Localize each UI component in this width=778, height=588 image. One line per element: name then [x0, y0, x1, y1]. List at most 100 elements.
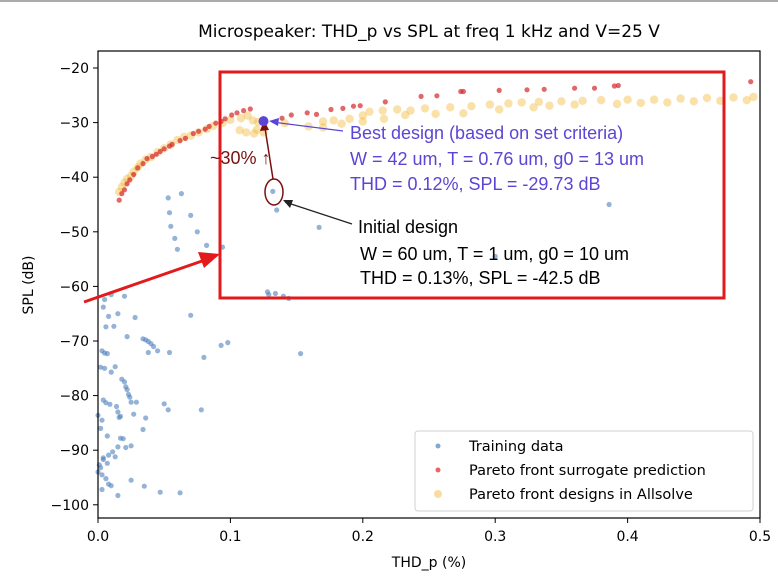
- y-axis-label: SPL (dB): [21, 256, 37, 315]
- allsolve-point: [401, 110, 410, 120]
- y-tick-label: −60: [59, 279, 89, 295]
- surrogate-point: [288, 112, 294, 118]
- allsolve-point: [649, 95, 659, 104]
- allsolve-point: [578, 96, 587, 106]
- allsolve-point: [446, 103, 455, 112]
- surrogate-point: [434, 93, 440, 99]
- training-point: [115, 311, 121, 317]
- training-point: [124, 387, 130, 393]
- allsolve-point: [242, 128, 251, 137]
- training-point: [112, 364, 118, 370]
- initial-design-metrics: THD = 0.13%, SPL = -42.5 dB: [360, 268, 600, 288]
- allsolve-point: [252, 125, 262, 134]
- best-design-arrow-head: [269, 118, 279, 126]
- initial-design-arrow-head: [283, 200, 293, 208]
- allsolve-point: [742, 96, 751, 105]
- training-point: [140, 426, 146, 433]
- y-axis-ticks: −20 −30 −40 −50 −60 −70 −80 −90 −100: [51, 61, 98, 514]
- allsolve-point: [250, 129, 259, 138]
- training-point: [172, 235, 178, 241]
- x-tick-label: 0.5: [749, 529, 771, 545]
- highlight-arrow-head: [198, 252, 220, 268]
- training-point: [141, 483, 147, 489]
- surrogate-point: [496, 87, 502, 93]
- training-point: [99, 486, 105, 493]
- legend-label-allsolve: Pareto front designs in Allsolve: [469, 487, 693, 503]
- surrogate-point: [124, 181, 130, 187]
- allsolve-point: [529, 103, 538, 112]
- best-design-label: Best design (based on set criteria): [350, 123, 623, 143]
- training-point: [104, 351, 110, 357]
- training-point: [177, 490, 183, 496]
- training-point: [99, 472, 105, 478]
- surrogate-point: [357, 103, 363, 109]
- allsolve-point: [358, 117, 367, 126]
- training-point: [128, 399, 134, 405]
- x-tick-label: 0.3: [484, 529, 506, 545]
- best-design-point: [258, 116, 269, 127]
- surrogate-point: [121, 187, 128, 193]
- training-point: [131, 411, 137, 417]
- x-axis-ticks: 0.0 0.1 0.2 0.3 0.4 0.5: [87, 518, 771, 545]
- training-point: [270, 188, 276, 194]
- surrogate-point: [350, 103, 357, 109]
- training-point: [316, 224, 322, 230]
- allsolve-point: [378, 106, 387, 115]
- best-design-metrics: THD = 0.12%, SPL = -29.73 dB: [350, 174, 600, 194]
- surrogate-point: [247, 106, 253, 112]
- surrogate-point: [313, 111, 320, 117]
- allsolve-point: [226, 115, 235, 125]
- training-point: [218, 342, 224, 348]
- surrogate-point: [182, 135, 188, 141]
- surrogate-point: [177, 138, 183, 144]
- best-design-params: W = 42 um, T = 0.76 um, g0 = 13 um: [350, 149, 644, 169]
- training-point: [128, 443, 134, 449]
- y-tick-label: −100: [51, 498, 89, 514]
- legend-marker-training: [435, 443, 441, 449]
- allsolve-point: [467, 102, 476, 111]
- surrogate-point: [161, 146, 167, 152]
- training-point: [100, 304, 106, 310]
- allsolve-point: [379, 114, 389, 124]
- surrogate-point: [140, 161, 146, 167]
- initial-design-connector: [284, 201, 353, 225]
- training-point: [124, 334, 130, 340]
- surrogate-point: [748, 79, 754, 85]
- surrogate-point: [229, 112, 235, 118]
- training-point: [204, 242, 210, 248]
- surrogate-point: [328, 106, 334, 113]
- training-point: [98, 364, 104, 370]
- legend-marker-allsolve: [434, 490, 442, 498]
- allsolve-point: [612, 99, 622, 109]
- surrogate-point: [524, 87, 530, 93]
- allsolve-point: [749, 92, 758, 102]
- y-tick-label: −40: [59, 170, 89, 186]
- surrogate-point: [153, 151, 159, 157]
- allsolve-point: [243, 111, 252, 120]
- training-point: [132, 314, 138, 321]
- allsolve-point: [504, 99, 513, 108]
- training-point: [115, 444, 121, 450]
- training-point: [188, 312, 194, 318]
- x-tick-label: 0.2: [352, 529, 374, 545]
- x-tick-label: 0.0: [87, 529, 109, 545]
- allsolve-point: [596, 96, 606, 105]
- training-point: [120, 436, 126, 442]
- allsolve-point: [236, 114, 246, 123]
- allsolve-point: [393, 105, 402, 114]
- training-point: [606, 201, 612, 208]
- best-design-connector: [271, 121, 344, 132]
- legend-label-training: Training data: [468, 439, 563, 455]
- training-point: [272, 290, 278, 297]
- allsolve-point: [420, 104, 430, 113]
- allsolve-point: [459, 109, 468, 118]
- surrogate-point: [116, 197, 122, 203]
- training-point: [106, 452, 112, 458]
- improvement-label: ~30% ↑: [210, 148, 271, 168]
- allsolve-point: [676, 94, 685, 103]
- training-point: [188, 212, 194, 218]
- training-point: [194, 229, 200, 235]
- allsolve-point: [431, 109, 440, 119]
- y-tick-label: −50: [59, 225, 89, 241]
- surrogate-point: [611, 83, 618, 89]
